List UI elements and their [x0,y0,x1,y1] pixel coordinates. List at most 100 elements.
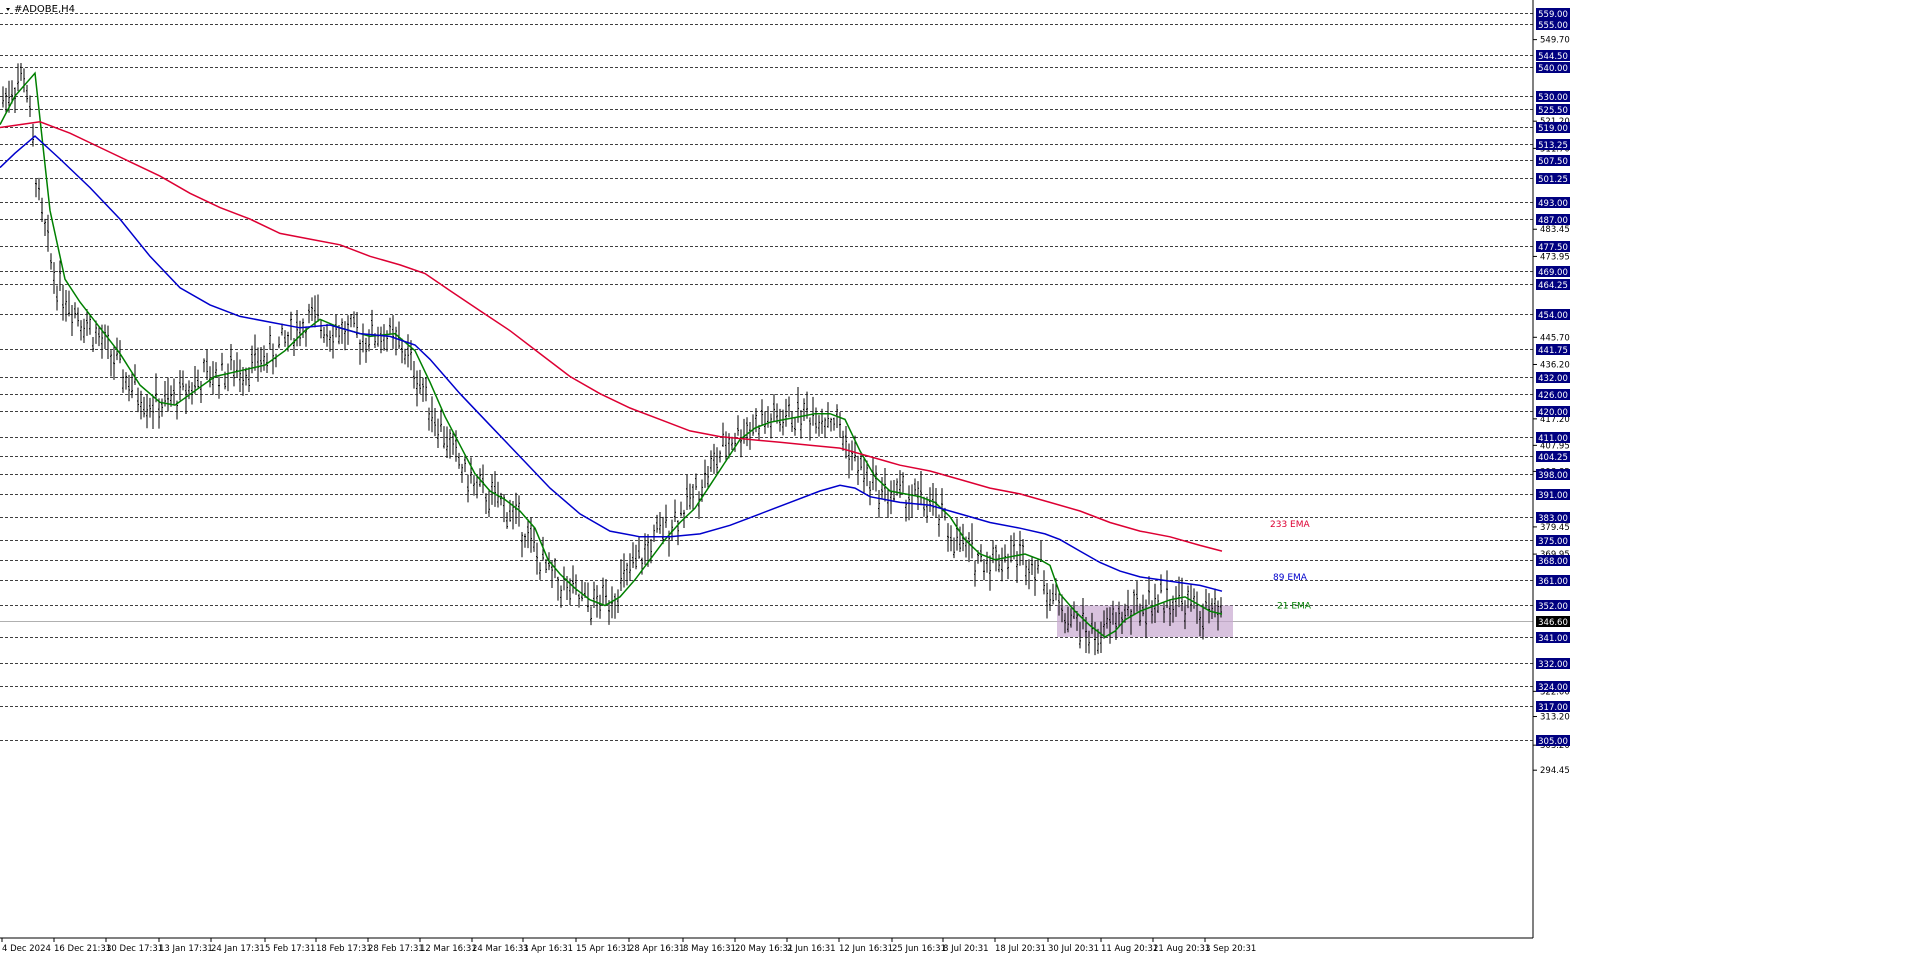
current-price-label: 346.60 [1538,618,1568,628]
ema-annotation: 21 EMA [1277,601,1312,611]
level-label-box [1536,469,1570,480]
level-label-box [1536,735,1570,746]
level-label: 464.25 [1538,281,1568,291]
level-label-box [1536,658,1570,669]
level-label-box [1536,489,1570,500]
level-label-box [1536,681,1570,692]
level-label-box [1536,372,1570,383]
time-tick-label: 18 Jul 20:31 [995,944,1046,954]
level-label-box [1536,62,1570,73]
level-label-box [1536,555,1570,566]
level-label-box [1536,512,1570,523]
level-label: 507.50 [1538,157,1568,167]
level-label: 391.00 [1538,491,1568,501]
ema-line-233-ema [0,121,1223,552]
time-tick-label: 15 Apr 16:31 [576,944,631,954]
chart-header: #ADOBE,H4 [6,4,75,15]
chart-title: #ADOBE,H4 [14,4,75,15]
level-label: 420.00 [1538,408,1568,418]
time-tick-label: 25 Jun 16:31 [892,944,946,954]
level-label: 317.00 [1538,703,1568,713]
level-label-box [1536,432,1570,443]
level-label: 404.25 [1538,453,1568,463]
level-label-box [1536,122,1570,133]
time-tick-label: 5 Feb 17:31 [265,944,315,954]
ema-annotation: 89 EMA [1273,573,1308,583]
level-label-box [1536,214,1570,225]
level-label: 432.00 [1538,374,1568,384]
level-label: 469.00 [1538,268,1568,278]
level-label-box [1536,309,1570,320]
price-axis: 549.70521.20511.70483.45473.95445.70436.… [1533,8,1570,776]
level-label-box [1536,8,1570,19]
level-label: 426.00 [1538,391,1568,401]
level-label-box [1536,104,1570,115]
price-tick-label: 417.20 [1540,415,1570,425]
collapse-triangle-icon[interactable] [6,8,10,11]
time-tick-label: 3 Apr 16:31 [523,944,573,954]
level-label: 525.50 [1538,106,1568,116]
time-tick-label: 18 Feb 17:31 [316,944,372,954]
level-label-box [1536,279,1570,290]
level-label-box [1536,344,1570,355]
time-tick-label: 24 Jan 17:31 [211,944,265,954]
level-label: 341.00 [1538,634,1568,644]
level-label: 383.00 [1538,514,1568,524]
level-label-box [1536,575,1570,586]
level-label: 398.00 [1538,471,1568,481]
level-label: 454.00 [1538,311,1568,321]
level-label-box [1536,155,1570,166]
level-label: 530.00 [1538,93,1568,103]
time-tick-label: 2 Jun 16:31 [787,944,836,954]
time-tick-label: 16 Dec 21:31 [54,944,111,954]
level-label: 305.00 [1538,737,1568,747]
ema-line-21-ema [0,71,1223,638]
price-tick-label: 473.95 [1540,252,1570,262]
price-tick-label: 445.70 [1540,333,1570,343]
level-label: 368.00 [1538,557,1568,567]
level-label: 375.00 [1538,537,1568,547]
level-label-box [1536,600,1570,611]
price-tick-label: 303.20 [1540,741,1570,751]
price-tick-label: 549.70 [1540,36,1570,46]
time-tick-label: 28 Feb 17:31 [368,944,424,954]
level-label-box [1536,266,1570,277]
level-label-box [1536,632,1570,643]
level-label: 540.00 [1538,64,1568,74]
current-price-box [1536,616,1570,627]
price-tick-label: 483.45 [1540,225,1570,235]
level-label: 487.00 [1538,216,1568,226]
level-label-box [1536,535,1570,546]
level-label-box [1536,139,1570,150]
price-tick-label: 313.20 [1540,713,1570,723]
ema-line-89-ema [0,135,1223,592]
ema-annotation: 233 EMA [1270,520,1310,530]
level-label: 501.25 [1538,175,1568,185]
level-label: 411.00 [1538,434,1568,444]
price-tick-label: 379.45 [1540,523,1570,533]
price-tick-label: 407.95 [1540,441,1570,451]
price-tick-label: 294.45 [1540,766,1570,776]
level-label-box [1536,389,1570,400]
level-label-box [1536,701,1570,712]
level-label: 544.50 [1538,52,1568,62]
time-tick-label: 12 Jun 16:31 [839,944,893,954]
time-tick-label: 30 Dec 17:31 [106,944,163,954]
gridlines [0,13,1533,741]
time-tick-label: 13 Jan 17:31 [159,944,213,954]
level-label: 555.00 [1538,21,1568,31]
level-label: 361.00 [1538,577,1568,587]
level-label: 559.00 [1538,10,1568,20]
level-label-box [1536,173,1570,184]
time-tick-label: 24 Mar 16:31 [472,944,529,954]
time-tick-label: 28 Apr 16:31 [629,944,684,954]
level-label: 493.00 [1538,199,1568,209]
ema-lines [0,71,1223,638]
level-label-box [1536,19,1570,30]
level-label: 519.00 [1538,124,1568,134]
level-label: 324.00 [1538,683,1568,693]
level-label: 477.50 [1538,243,1568,253]
time-tick-label: 8 May 16:31 [683,944,736,954]
